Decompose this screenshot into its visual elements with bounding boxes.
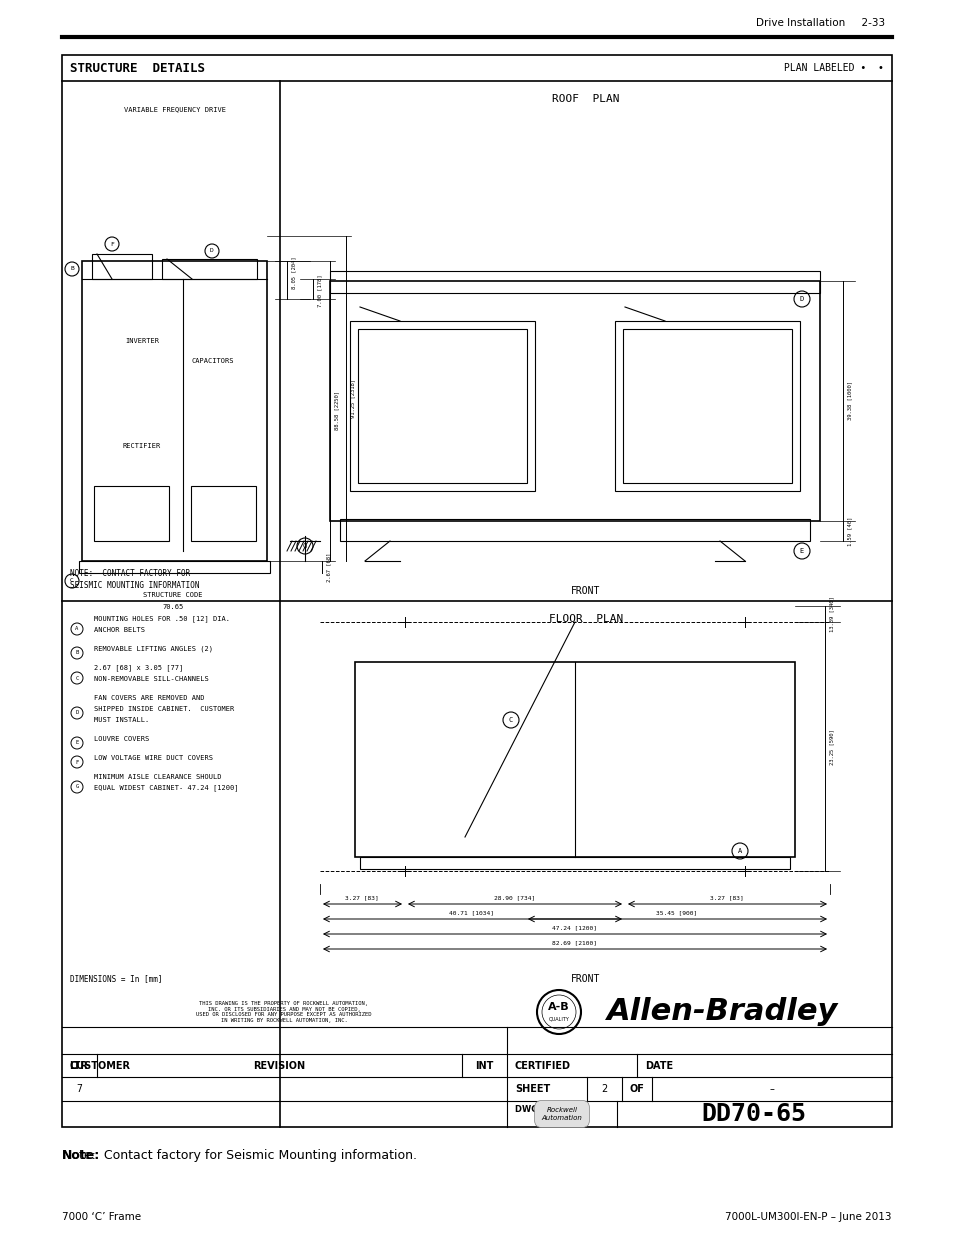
- Text: OF: OF: [629, 1084, 644, 1094]
- Bar: [94, 487, 169, 541]
- Text: SHIPPED INSIDE CABINET.  CUSTOMER: SHIPPED INSIDE CABINET. CUSTOMER: [94, 706, 234, 713]
- Text: Drive Installation     2-33: Drive Installation 2-33: [755, 19, 884, 28]
- Text: FAN COVERS ARE REMOVED AND: FAN COVERS ARE REMOVED AND: [94, 695, 204, 701]
- Bar: [359, 857, 789, 869]
- Text: INVERTER: INVERTER: [125, 338, 159, 345]
- Text: 47.24 [1200]: 47.24 [1200]: [552, 925, 597, 930]
- Text: SEISMIC MOUNTING INFORMATION: SEISMIC MOUNTING INFORMATION: [70, 580, 199, 589]
- Text: 23.25 [590]: 23.25 [590]: [828, 729, 833, 764]
- Text: 2.67 [68] x 3.05 [77]: 2.67 [68] x 3.05 [77]: [94, 664, 183, 672]
- Bar: [622, 329, 791, 483]
- Text: RECTIFIER: RECTIFIER: [123, 443, 161, 450]
- Text: C: C: [71, 578, 73, 583]
- Text: 70.65: 70.65: [162, 604, 183, 610]
- Text: LOW VOLTAGE WIRE DUCT COVERS: LOW VOLTAGE WIRE DUCT COVERS: [94, 755, 213, 761]
- Bar: [82, 261, 267, 561]
- Text: DIMENSIONS = In [mm]: DIMENSIONS = In [mm]: [70, 974, 162, 983]
- Text: DD70-65: DD70-65: [700, 1102, 805, 1126]
- Text: FRONT: FRONT: [571, 974, 600, 984]
- Text: CAPACITORS: CAPACITORS: [192, 358, 234, 364]
- Text: 8.05 [204]: 8.05 [204]: [291, 257, 295, 289]
- Bar: [330, 282, 820, 521]
- Text: STRUCTURE CODE: STRUCTURE CODE: [143, 592, 203, 598]
- Text: 2: 2: [600, 1084, 606, 1094]
- Text: PLAN LABELED •  •: PLAN LABELED • •: [783, 63, 883, 73]
- Text: B: B: [71, 267, 73, 272]
- Text: 7: 7: [76, 1084, 82, 1094]
- Text: 13.39 [340]: 13.39 [340]: [828, 597, 833, 632]
- Text: 91.25 [2318]: 91.25 [2318]: [350, 379, 355, 419]
- Text: REMOVABLE LIFTING ANGLES (2): REMOVABLE LIFTING ANGLES (2): [94, 646, 213, 652]
- Text: MUST INSTALL.: MUST INSTALL.: [94, 718, 149, 722]
- Text: D: D: [75, 710, 78, 715]
- Text: Rockwell
Automation: Rockwell Automation: [541, 1108, 582, 1120]
- Text: 28.90 [734]: 28.90 [734]: [494, 895, 535, 900]
- Text: A: A: [75, 626, 78, 631]
- Text: Note:  Contact factory for Seismic Mounting information.: Note: Contact factory for Seismic Mounti…: [62, 1149, 416, 1162]
- Text: C: C: [508, 718, 513, 722]
- Text: NON-REMOVABLE SILL-CHANNELS: NON-REMOVABLE SILL-CHANNELS: [94, 676, 209, 682]
- Text: 7.00 [178]: 7.00 [178]: [316, 274, 322, 308]
- Text: NOTE:  CONTACT FACTORY FOR: NOTE: CONTACT FACTORY FOR: [70, 568, 190, 578]
- Text: LOUVRE COVERS: LOUVRE COVERS: [94, 736, 149, 742]
- Text: F: F: [110, 242, 113, 247]
- Text: REVISION: REVISION: [253, 1061, 305, 1071]
- Text: CUSTOMER: CUSTOMER: [70, 1061, 131, 1071]
- Bar: [357, 329, 526, 483]
- Text: FLOOR  PLAN: FLOOR PLAN: [548, 614, 622, 624]
- Text: 1.59 [40]: 1.59 [40]: [846, 516, 851, 546]
- Text: G: G: [302, 543, 307, 550]
- Text: 3.27 [83]: 3.27 [83]: [709, 895, 743, 900]
- Bar: [162, 259, 256, 279]
- Bar: [339, 519, 809, 541]
- Bar: [79, 561, 270, 573]
- Text: 35.45 [900]: 35.45 [900]: [656, 910, 697, 915]
- Bar: [91, 254, 152, 279]
- Text: STRUCTURE  DETAILS: STRUCTURE DETAILS: [70, 62, 205, 74]
- Text: G: G: [75, 784, 78, 789]
- Text: 7000 ‘C’ Frame: 7000 ‘C’ Frame: [62, 1212, 141, 1221]
- Text: A: A: [737, 848, 741, 853]
- Text: D: D: [210, 248, 213, 253]
- Text: CERTIFIED: CERTIFIED: [515, 1061, 571, 1071]
- Text: MINIMUM AISLE CLEARANCE SHOULD: MINIMUM AISLE CLEARANCE SHOULD: [94, 774, 221, 781]
- Text: E: E: [75, 741, 78, 746]
- Text: 7000L-UM300I-EN-P – June 2013: 7000L-UM300I-EN-P – June 2013: [724, 1212, 891, 1221]
- Bar: [355, 662, 794, 857]
- Text: THIS DRAWING IS THE PROPERTY OF ROCKWELL AUTOMATION,
INC. OR ITS SUBSIDIARIES AN: THIS DRAWING IS THE PROPERTY OF ROCKWELL…: [196, 1000, 372, 1024]
- Text: Allen-Bradley: Allen-Bradley: [606, 998, 838, 1026]
- Text: A-B: A-B: [548, 1002, 569, 1011]
- Text: 82.69 [2100]: 82.69 [2100]: [552, 941, 597, 946]
- Text: 2.67 [68]: 2.67 [68]: [326, 552, 331, 582]
- Text: C: C: [75, 676, 78, 680]
- Text: F: F: [75, 760, 78, 764]
- Text: INT: INT: [475, 1061, 493, 1071]
- Text: E: E: [799, 548, 803, 555]
- Text: 88.58 [2250]: 88.58 [2250]: [334, 391, 338, 431]
- Bar: [330, 270, 820, 293]
- Text: DWG. NO.: DWG. NO.: [515, 1104, 560, 1114]
- Text: –: –: [769, 1084, 774, 1094]
- Text: DATE: DATE: [644, 1061, 673, 1071]
- Text: ANCHOR BELTS: ANCHOR BELTS: [94, 627, 145, 634]
- Text: 39.38 [1000]: 39.38 [1000]: [846, 382, 851, 420]
- Bar: [615, 321, 800, 492]
- Text: B: B: [75, 651, 78, 656]
- Bar: [350, 321, 535, 492]
- Bar: [191, 487, 255, 541]
- Text: LTR: LTR: [70, 1061, 89, 1071]
- Text: VARIABLE FREQUENCY DRIVE: VARIABLE FREQUENCY DRIVE: [124, 106, 226, 112]
- Text: FRONT: FRONT: [571, 585, 600, 597]
- Text: D: D: [799, 296, 803, 303]
- Text: Note:: Note:: [62, 1149, 100, 1162]
- Text: ROOF  PLAN: ROOF PLAN: [552, 94, 619, 104]
- Text: SHEET: SHEET: [515, 1084, 550, 1094]
- Text: 3.27 [83]: 3.27 [83]: [345, 895, 378, 900]
- Text: MOUNTING HOLES FOR .50 [12] DIA.: MOUNTING HOLES FOR .50 [12] DIA.: [94, 615, 230, 622]
- Bar: [62, 56, 891, 1128]
- Text: 40.71 [1034]: 40.71 [1034]: [449, 910, 494, 915]
- Text: EQUAL WIDEST CABINET- 47.24 [1200]: EQUAL WIDEST CABINET- 47.24 [1200]: [94, 784, 238, 792]
- Text: QUALITY: QUALITY: [548, 1016, 569, 1021]
